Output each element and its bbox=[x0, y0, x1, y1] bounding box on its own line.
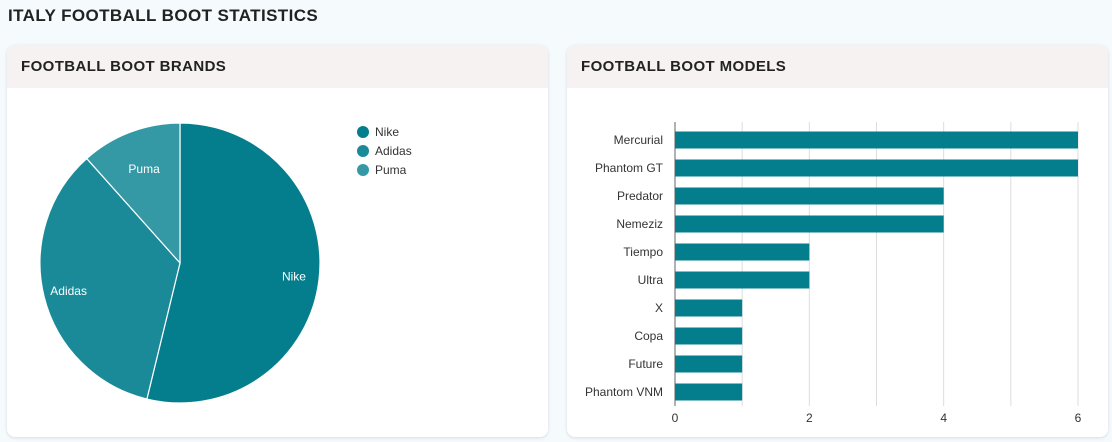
legend-item-nike[interactable]: Nike bbox=[357, 122, 412, 141]
legend-label-adidas: Adidas bbox=[375, 143, 412, 158]
pie-slice-puma[interactable] bbox=[85, 122, 181, 265]
category-label-tiempo: Tiempo bbox=[623, 245, 663, 259]
legend-item-puma[interactable]: Puma bbox=[357, 160, 412, 179]
bar-future[interactable] bbox=[675, 355, 743, 373]
legend-swatch-adidas bbox=[357, 144, 369, 157]
legend-item-adidas[interactable]: Adidas bbox=[357, 141, 412, 160]
category-label-copa: Copa bbox=[634, 329, 663, 343]
category-label-future: Future bbox=[628, 357, 663, 371]
brands-card-title: FOOTBALL BOOT BRANDS bbox=[7, 45, 548, 88]
pie-label-nike: Nike bbox=[282, 270, 306, 284]
bar-phantom-vnm[interactable] bbox=[675, 383, 743, 401]
pie-slice-nike[interactable] bbox=[146, 122, 321, 404]
bar-copa[interactable] bbox=[675, 327, 743, 345]
bar-nemeziz[interactable] bbox=[675, 215, 944, 233]
models-chart-area: Mercurial Phantom GT Predator Nemeziz Tiempo… bbox=[567, 88, 1108, 437]
bar-ultra[interactable] bbox=[675, 271, 810, 289]
category-label-phantom-gt: Phantom GT bbox=[595, 161, 664, 175]
category-label-mercurial: Mercurial bbox=[614, 133, 663, 147]
bar-x[interactable] bbox=[675, 299, 743, 317]
models-card: FOOTBALL BOOT MODELS Mercurial Phantom GT… bbox=[567, 45, 1108, 437]
pie-slice-adidas[interactable] bbox=[39, 157, 181, 400]
category-label-predator: Predator bbox=[617, 189, 663, 203]
category-label-ultra: Ultra bbox=[638, 273, 664, 287]
brands-legend: Nike Adidas Puma bbox=[357, 122, 412, 179]
legend-swatch-nike bbox=[357, 125, 369, 138]
models-bar-chart: Mercurial Phantom GT Predator Nemeziz Tiempo… bbox=[585, 122, 1082, 425]
x-tick-label: 0 bbox=[672, 411, 679, 425]
models-card-title: FOOTBALL BOOT MODELS bbox=[567, 45, 1108, 88]
bar-predator[interactable] bbox=[675, 187, 944, 205]
legend-label-nike: Nike bbox=[375, 124, 400, 139]
x-tick-label: 4 bbox=[940, 411, 947, 425]
brands-chart-area: Nike Adidas Puma Nike Adidas Puma bbox=[7, 88, 548, 437]
pie-label-puma: Puma bbox=[128, 162, 160, 176]
pie-label-adidas: Adidas bbox=[50, 284, 87, 298]
category-label-phantom-vnm: Phantom VNM bbox=[585, 385, 663, 399]
brands-pie-chart: Nike Adidas Puma bbox=[39, 122, 321, 404]
legend-swatch-puma bbox=[357, 163, 369, 176]
category-label-nemeziz: Nemeziz bbox=[616, 217, 663, 231]
page-title: ITALY FOOTBALL BOOT STATISTICS bbox=[8, 6, 319, 25]
x-tick-label: 2 bbox=[806, 411, 813, 425]
brands-card: FOOTBALL BOOT BRANDS Nike Adidas Puma Nike… bbox=[7, 45, 548, 437]
legend-label-puma: Puma bbox=[375, 162, 407, 177]
category-label-x: X bbox=[655, 301, 663, 315]
bar-mercurial[interactable] bbox=[675, 131, 1078, 149]
x-tick-label: 6 bbox=[1075, 411, 1082, 425]
bar-phantom-gt[interactable] bbox=[675, 159, 1078, 177]
bar-tiempo[interactable] bbox=[675, 243, 810, 261]
